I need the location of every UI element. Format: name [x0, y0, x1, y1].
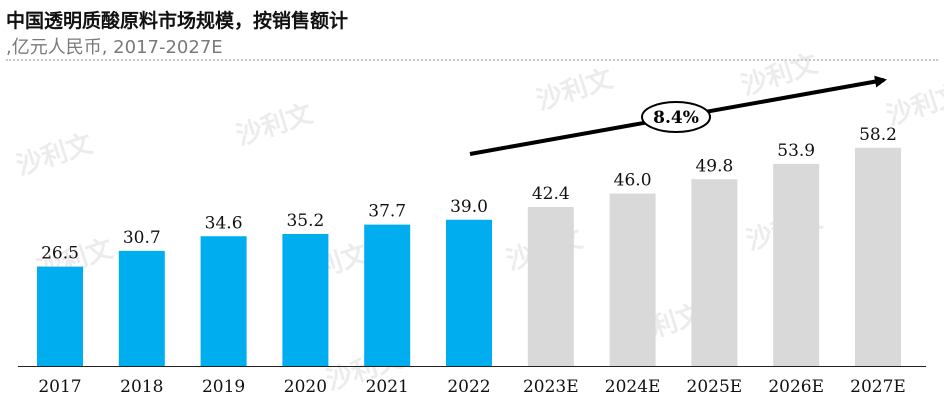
bar-2019: [200, 236, 247, 366]
x-tick-label: 2020: [284, 377, 327, 397]
chart-title: 中国透明质酸原料市场规模，按销售额计: [6, 10, 349, 32]
x-tick-label: 2023E: [523, 377, 579, 397]
cagr-label: 8.4%: [653, 108, 699, 128]
value-label: 46.0: [614, 171, 652, 191]
value-label: 39.0: [450, 197, 488, 217]
watermark-text: 沙利文: [883, 78, 944, 132]
x-tick-label: 2026E: [768, 377, 824, 397]
value-label: 37.7: [368, 202, 406, 222]
value-label: 30.7: [123, 228, 161, 248]
x-tick-label: 2021: [366, 377, 409, 397]
x-tick-label: 2024E: [605, 377, 661, 397]
bar-2017: [37, 266, 83, 366]
value-label: 53.9: [777, 141, 815, 161]
bar-2020: [282, 234, 329, 366]
bar-2023E: [527, 207, 574, 366]
watermark-text: 沙利文: [533, 63, 618, 117]
x-tick-label: 2025E: [687, 377, 743, 397]
x-tick-labels-group: 2017 2018 2019 2020 2021 2022 2023E 2024E 2025E 2…: [38, 377, 905, 397]
x-tick-label: 2019: [202, 377, 245, 397]
value-label: 35.2: [286, 211, 324, 231]
value-label: 42.4: [532, 184, 570, 204]
watermark-text: 沙利文: [13, 128, 98, 182]
bars-group: [37, 147, 901, 366]
bar-2025E: [691, 179, 738, 366]
watermark-text: 沙利文: [233, 98, 318, 152]
value-label: 49.8: [695, 156, 733, 176]
bar-2021: [364, 224, 411, 366]
cagr-badge: [641, 101, 711, 133]
x-tick-label: 2017: [38, 377, 81, 397]
value-label: 34.6: [205, 213, 243, 233]
value-labels-group: 26.5 30.7 34.6 35.2 37.7 39.0 42.4 46.0 49.8 53.9…: [41, 125, 897, 264]
chart-subtitle: ,亿元人民币, 2017-2027E: [6, 37, 223, 58]
x-tick-label: 2027E: [850, 377, 906, 397]
bar-2026E: [773, 163, 820, 366]
x-tick-label: 2018: [120, 377, 163, 397]
value-label: 26.5: [41, 244, 79, 264]
value-label: 58.2: [859, 125, 897, 145]
x-tick-label: 2022: [447, 377, 490, 397]
bar-2027E: [855, 147, 901, 366]
bar-2018: [118, 250, 165, 366]
bar-2024E: [609, 193, 656, 366]
bar-2022: [446, 219, 492, 366]
title-divider: [6, 59, 938, 61]
